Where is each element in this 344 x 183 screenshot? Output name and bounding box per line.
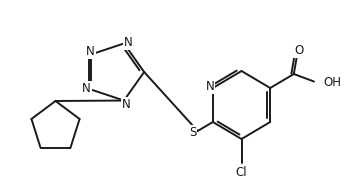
Text: Cl: Cl xyxy=(236,165,247,178)
Text: N: N xyxy=(123,36,132,49)
Text: N: N xyxy=(86,45,95,58)
Text: N: N xyxy=(82,82,91,95)
Text: O: O xyxy=(294,44,303,57)
Text: S: S xyxy=(189,126,196,139)
Text: N: N xyxy=(121,98,130,111)
Text: N: N xyxy=(206,81,214,94)
Text: OH: OH xyxy=(324,76,342,89)
